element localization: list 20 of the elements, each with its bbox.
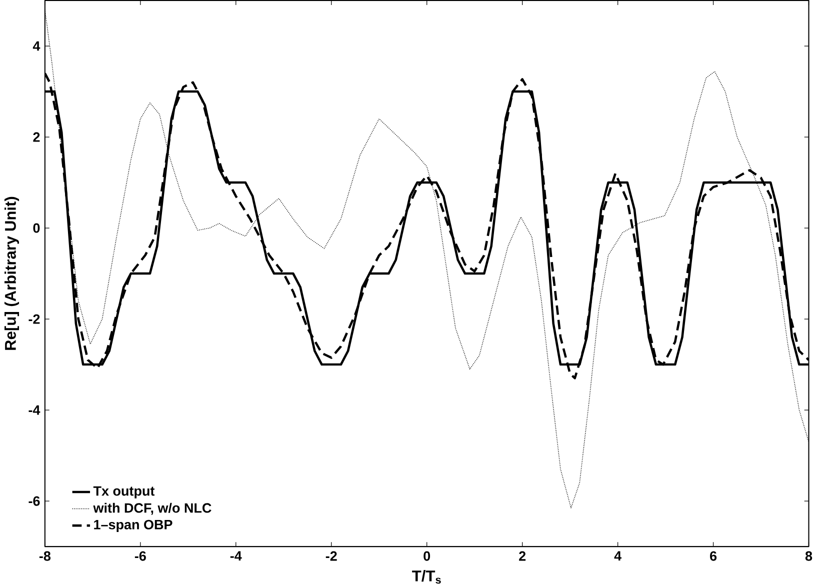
legend-label: Tx output [93,486,155,498]
y-tick-label: 4 [32,41,40,51]
y-tick-label: -6 [28,496,40,506]
y-tick-label: 2 [33,132,40,142]
legend-label: with DCF, w/o NLC [93,502,212,515]
x-tick-label: 8 [805,551,812,561]
y-axis-title: Re[u] (Arbitrary Unit) [4,196,20,350]
x-tick-label: -2 [326,551,337,561]
x-tick-label: 4 [614,551,622,560]
x-tick-label: 2 [519,551,526,561]
y-tick-label: 0 [33,223,40,233]
x-tick-label: -6 [134,551,146,561]
x-tick-label: 0 [424,551,430,561]
x-tick-label: -8 [39,551,51,561]
y-tick-label: -2 [28,314,40,324]
x-axis-title: T/T$_{s}$ [412,570,441,584]
x-tick-label: 6 [710,551,717,561]
y-tick-label: -4 [28,405,40,415]
x-tick-label: -4 [230,551,242,560]
legend-label: 1–span OBP [94,520,172,532]
